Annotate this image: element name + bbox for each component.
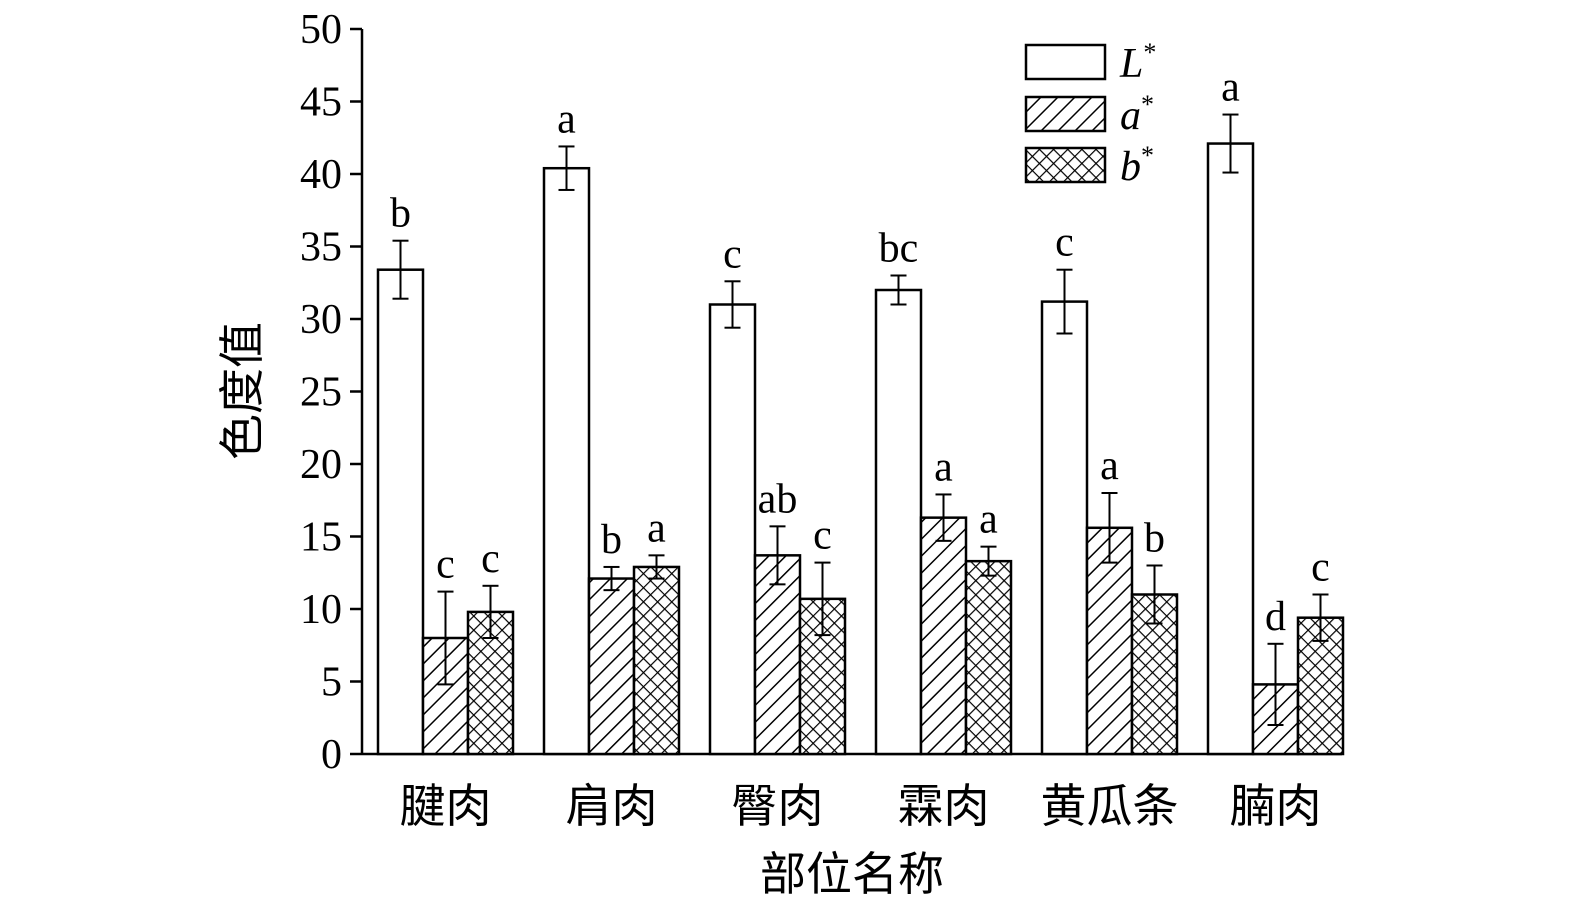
y-tick-label: 30 bbox=[300, 297, 342, 343]
bar-L bbox=[708, 303, 757, 756]
x-tick-label: 肩肉 bbox=[566, 781, 658, 832]
y-tick-label: 10 bbox=[300, 587, 342, 633]
significance-label: ab bbox=[758, 476, 798, 522]
significance-label: c bbox=[813, 513, 832, 559]
y-tick-label: 25 bbox=[300, 370, 342, 416]
legend-swatch-a bbox=[1024, 95, 1107, 133]
legend-swatch-b bbox=[1024, 146, 1107, 184]
y-tick-label: 20 bbox=[300, 442, 342, 488]
significance-label: a bbox=[979, 497, 998, 543]
bar-L bbox=[1206, 142, 1255, 756]
significance-label: a bbox=[647, 505, 666, 551]
significance-label: c bbox=[481, 536, 500, 582]
bar-L bbox=[874, 288, 923, 756]
y-tick-label: 40 bbox=[300, 152, 342, 198]
y-tick-label: 50 bbox=[300, 7, 342, 53]
y-tick-label: 45 bbox=[300, 80, 342, 126]
axes bbox=[350, 27, 1342, 756]
bar-a bbox=[919, 516, 968, 756]
y-tick-label: 15 bbox=[300, 515, 342, 561]
bar-a bbox=[587, 577, 636, 756]
x-tick-label: 腱肉 bbox=[400, 781, 492, 832]
x-tick-label: 臀肉 bbox=[732, 781, 824, 832]
significance-label: a bbox=[934, 444, 953, 490]
x-tick-label: 黄瓜条 bbox=[1041, 781, 1179, 832]
legend-label-b: b* bbox=[1120, 141, 1154, 190]
significance-label: b bbox=[1144, 516, 1165, 562]
significance-label: d bbox=[1265, 594, 1286, 640]
significance-label: b bbox=[390, 191, 411, 237]
bar-a bbox=[753, 554, 802, 756]
bar-a bbox=[1085, 526, 1134, 756]
significance-label: a bbox=[1100, 443, 1119, 489]
legend-label-a: a* bbox=[1120, 90, 1154, 139]
significance-label: c bbox=[436, 542, 455, 588]
significance-label: c bbox=[1311, 545, 1330, 591]
bar-L bbox=[376, 268, 425, 756]
legend-swatch-L bbox=[1024, 43, 1107, 81]
significance-label: b bbox=[601, 517, 622, 563]
bar-L bbox=[542, 166, 591, 756]
y-tick-label: 5 bbox=[321, 660, 342, 706]
significance-label: c bbox=[1055, 220, 1074, 266]
bar-b bbox=[632, 565, 681, 756]
x-tick-label: 霖肉 bbox=[898, 781, 990, 832]
bar-a bbox=[421, 636, 470, 756]
bar-L bbox=[1040, 300, 1089, 756]
legend: L*a*b* bbox=[1024, 38, 1156, 190]
bar-b bbox=[964, 559, 1013, 756]
significance-label: a bbox=[1221, 65, 1240, 111]
x-tick-label: 腩肉 bbox=[1230, 781, 1322, 832]
significance-label: a bbox=[557, 96, 576, 142]
x-axis-label: 部位名称 bbox=[760, 849, 944, 900]
y-axis-label: 色度值 bbox=[217, 322, 268, 460]
significance-label: c bbox=[723, 231, 742, 277]
legend-label-L: L* bbox=[1119, 38, 1156, 87]
significance-label: bc bbox=[879, 226, 919, 272]
bars bbox=[376, 113, 1345, 756]
y-tick-label: 0 bbox=[321, 732, 342, 778]
y-tick-label: 35 bbox=[300, 225, 342, 271]
